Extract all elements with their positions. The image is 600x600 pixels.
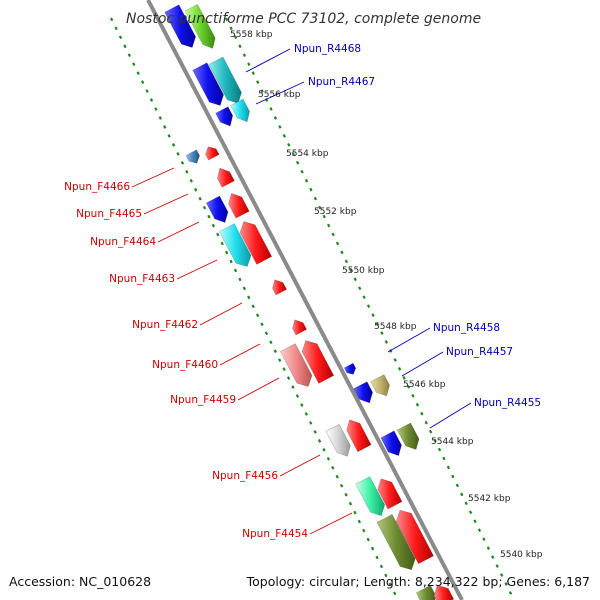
label-leader-line: [387, 327, 431, 353]
gene-block-red-f[interactable]: [292, 319, 308, 336]
gene-label[interactable]: Npun_R4467: [308, 76, 375, 88]
gene-block-red-h[interactable]: [346, 419, 372, 453]
gene-block-red-j[interactable]: [395, 509, 434, 565]
label-leader-line: [279, 454, 321, 477]
gene-block-olive-small[interactable]: [396, 422, 420, 450]
gene-block-olive[interactable]: [376, 513, 416, 571]
gene-block-steel[interactable]: [185, 149, 200, 164]
scale-tick-label: 5554 kbp: [286, 149, 329, 159]
label-leader-line: [143, 193, 189, 215]
gene-block-red-i[interactable]: [377, 478, 403, 510]
gene-label[interactable]: Npun_F4462: [132, 319, 198, 331]
scale-tick-label: 5558 kbp: [230, 30, 273, 40]
gene-label[interactable]: Npun_F4465: [76, 208, 142, 220]
gene-block-red-g[interactable]: [301, 340, 335, 384]
gene-block-cyan-large[interactable]: [218, 223, 252, 267]
scale-tick-label: 5548 kbp: [374, 322, 417, 332]
gc-track-line: [110, 17, 399, 600]
gene-block-blue-c[interactable]: [215, 106, 234, 127]
label-leader-line: [255, 81, 305, 105]
gene-block-top-green[interactable]: [184, 3, 216, 49]
topology-text: Topology: circular; Length: 8,234,322 bp…: [246, 574, 590, 589]
gene-label[interactable]: Npun_F4464: [90, 236, 156, 248]
scale-tick-label: 5556 kbp: [258, 90, 301, 100]
gene-block-red-c[interactable]: [228, 193, 250, 219]
gene-label[interactable]: Npun_R4457: [446, 346, 513, 358]
gene-block-blue-b[interactable]: [192, 62, 224, 106]
gene-block-blue-d[interactable]: [205, 195, 229, 223]
scale-tick-label: 5540 kbp: [500, 550, 543, 560]
gene-label[interactable]: Npun_F4466: [64, 181, 130, 193]
label-leader-line: [131, 167, 175, 188]
label-leader-line: [237, 377, 280, 401]
label-leader-line: [429, 402, 472, 429]
backbone-line: [146, 0, 464, 600]
gene-block-pink[interactable]: [279, 343, 313, 387]
scale-tick-label: 5552 kbp: [314, 207, 357, 217]
gene-label[interactable]: Npun_F4463: [109, 273, 175, 285]
label-leader-line: [157, 221, 200, 243]
gene-label[interactable]: Npun_R4468: [294, 43, 361, 55]
gene-label[interactable]: Npun_F4454: [242, 528, 308, 540]
label-leaders: [131, 48, 472, 535]
gene-label[interactable]: Npun_R4458: [433, 322, 500, 334]
gene-label[interactable]: Npun_R4455: [474, 397, 541, 409]
scale-tick-label: 5546 kbp: [403, 380, 446, 390]
gene-label[interactable]: Npun_F4459: [170, 394, 236, 406]
gene-block-bottom-olive[interactable]: [415, 584, 437, 600]
gene-block-blue-e[interactable]: [353, 381, 373, 404]
gene-block-khaki[interactable]: [370, 374, 390, 397]
scale-tick-label: 5544 kbp: [431, 437, 474, 447]
label-leader-line: [309, 512, 353, 535]
map-title: Nostoc punctiforme PCC 73102, complete g…: [126, 11, 481, 27]
gene-block-blue-small[interactable]: [343, 362, 357, 375]
gene-block-red-d[interactable]: [239, 221, 273, 265]
label-leader-line: [401, 351, 444, 377]
gene-label[interactable]: Npun_F4460: [152, 359, 218, 371]
gene-block-red-a[interactable]: [205, 146, 220, 161]
gene-block-bottom-red[interactable]: [433, 584, 455, 600]
gene-block-cyan-small[interactable]: [230, 98, 250, 123]
reverse-strand-genes: [343, 362, 420, 456]
gene-labels: Npun_R4468 Npun_R4467 Npun_R4458 Npun_R4457…: [64, 43, 541, 540]
label-leader-line: [199, 302, 243, 326]
label-leader-line: [176, 259, 218, 280]
label-leader-line: [219, 343, 261, 366]
scale-ticks: 5558 kbp 5556 kbp 5554 kbp 5552 kbp 5550 kbp…: [230, 30, 543, 560]
gene-block-teal[interactable]: [208, 56, 242, 104]
gene-block-silver[interactable]: [325, 423, 351, 457]
gene-block-top-blue-a[interactable]: [164, 4, 196, 48]
outer-tick-track-line: [225, 17, 515, 600]
gene-label[interactable]: Npun_F4456: [212, 470, 278, 482]
label-leader-line: [245, 48, 291, 73]
gene-block-mint[interactable]: [355, 476, 386, 517]
scale-tick-label: 5550 kbp: [342, 266, 385, 276]
gene-block-blue-f[interactable]: [380, 430, 402, 456]
gene-block-red-b[interactable]: [216, 167, 235, 188]
accession-text: Accession: NC_010628: [9, 574, 152, 589]
forward-strand-genes: [164, 3, 455, 600]
gene-block-red-e[interactable]: [272, 279, 288, 296]
scale-tick-label: 5542 kbp: [468, 494, 511, 504]
